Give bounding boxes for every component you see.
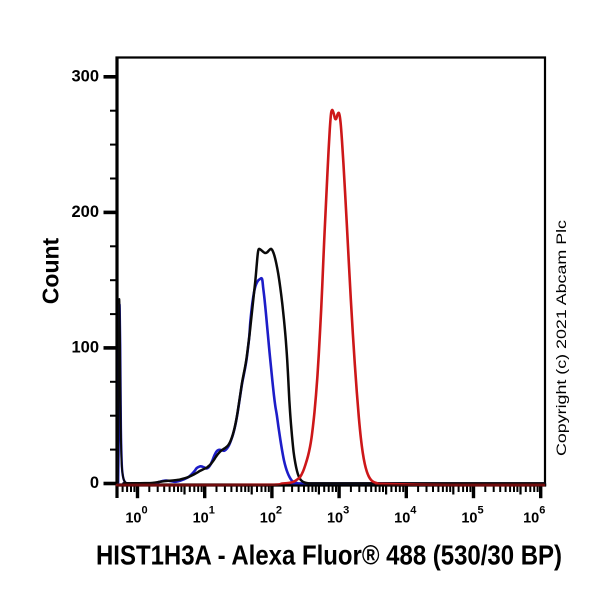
svg-text:Count: Count [38, 237, 64, 304]
svg-text:100: 100 [71, 338, 99, 356]
svg-text:Copyright (c) 2021 Abcam Plc: Copyright (c) 2021 Abcam Plc [554, 220, 569, 456]
svg-text:0: 0 [90, 474, 99, 492]
svg-text:300: 300 [71, 67, 99, 85]
svg-text:HIST1H3A - Alexa Fluor® 488 (5: HIST1H3A - Alexa Fluor® 488 (530/30 BP) [96, 540, 562, 571]
svg-text:200: 200 [71, 203, 99, 221]
